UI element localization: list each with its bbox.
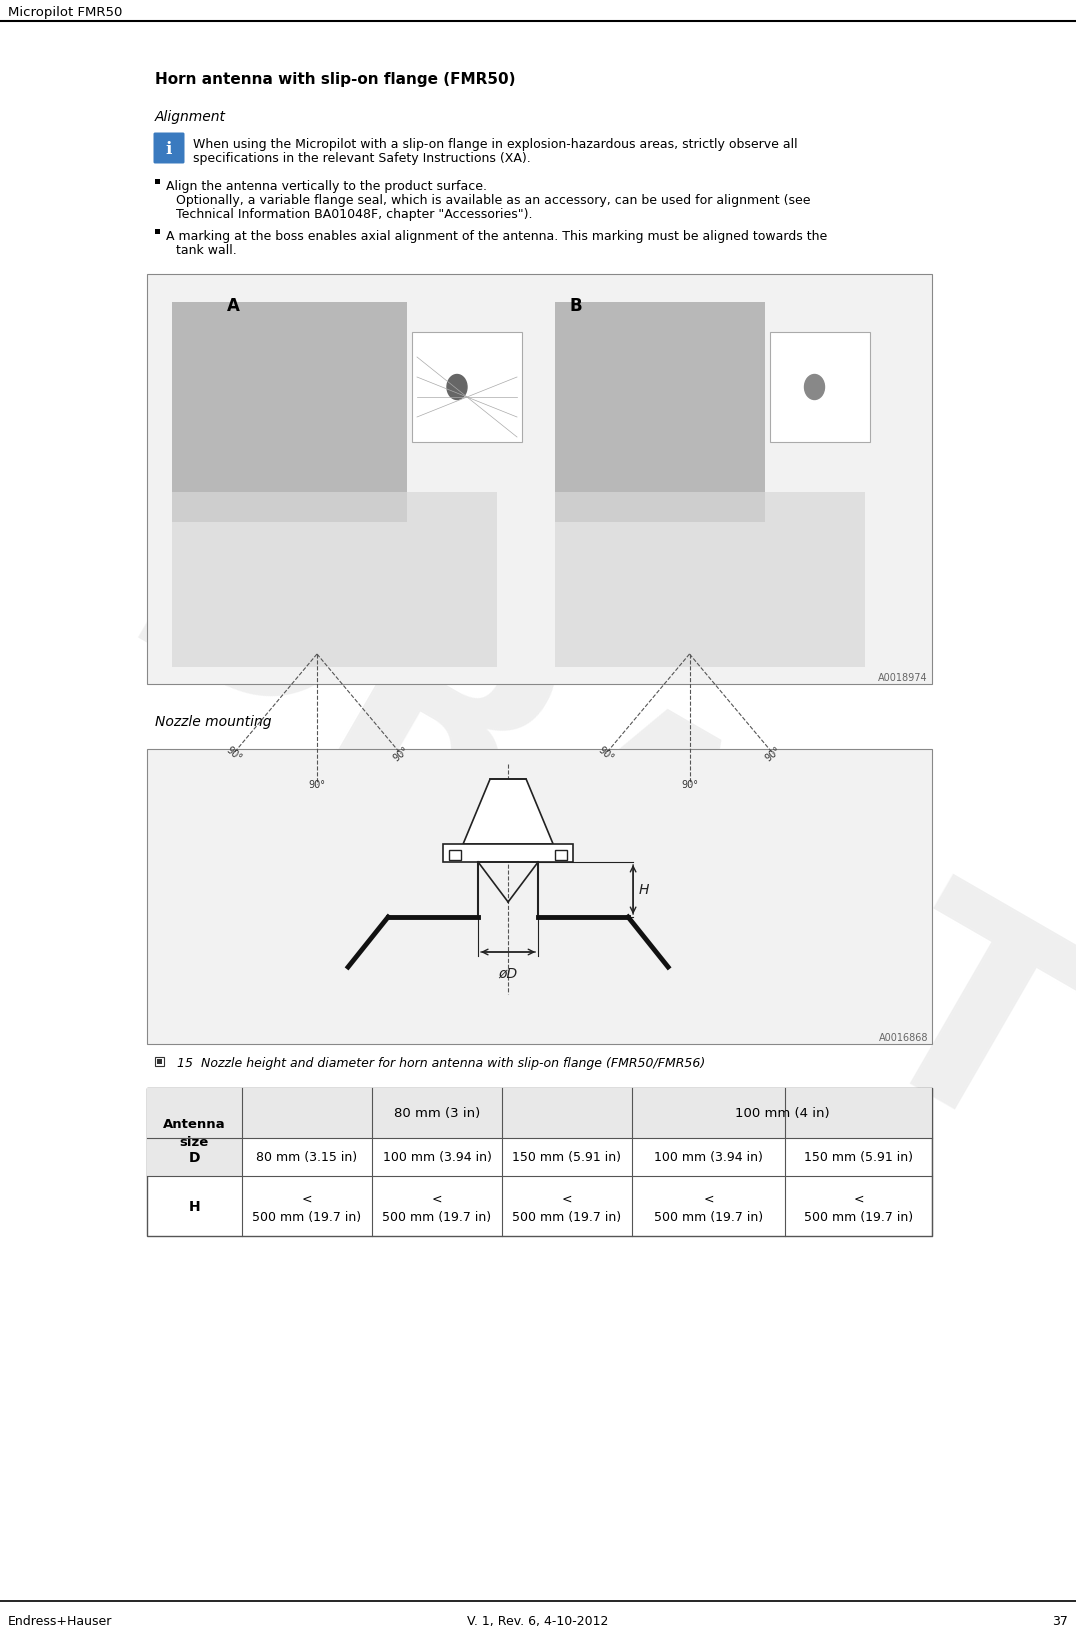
Bar: [147, 750, 932, 1045]
Bar: [155, 179, 160, 184]
Text: 100 mm (3.94 in): 100 mm (3.94 in): [383, 1151, 492, 1164]
Text: 90°: 90°: [309, 779, 326, 789]
Text: 80 mm (3 in): 80 mm (3 in): [394, 1107, 480, 1120]
Bar: [769, 333, 869, 443]
Text: Horn antenna with slip-on flange (FMR50): Horn antenna with slip-on flange (FMR50): [155, 72, 515, 86]
Text: 500 mm (19.7 in): 500 mm (19.7 in): [804, 1209, 914, 1222]
Text: Nozzle mounting: Nozzle mounting: [155, 714, 271, 729]
Text: Endress+Hauser: Endress+Hauser: [8, 1614, 112, 1627]
Bar: [449, 851, 462, 861]
Bar: [555, 851, 567, 861]
Text: 80 mm (3.15 in): 80 mm (3.15 in): [256, 1151, 357, 1164]
Text: Micropilot FMR50: Micropilot FMR50: [8, 5, 123, 18]
Bar: [443, 844, 574, 862]
Text: 37: 37: [1052, 1614, 1068, 1627]
Bar: [554, 303, 765, 523]
Bar: [172, 492, 497, 668]
Bar: [147, 1089, 242, 1177]
Text: When using the Micropilot with a slip-on flange in explosion-hazardous areas, st: When using the Micropilot with a slip-on…: [193, 139, 797, 152]
Ellipse shape: [805, 375, 824, 401]
Bar: [554, 492, 864, 668]
Text: i: i: [166, 140, 172, 158]
Text: 150 mm (5.91 in): 150 mm (5.91 in): [512, 1151, 622, 1164]
Text: 100 mm (3.94 in): 100 mm (3.94 in): [654, 1151, 763, 1164]
Text: 90°: 90°: [391, 745, 410, 763]
Bar: [147, 1089, 932, 1138]
Bar: [155, 1058, 164, 1066]
Text: Antenna
size: Antenna size: [164, 1117, 226, 1148]
Text: 100 mm (4 in): 100 mm (4 in): [735, 1107, 830, 1120]
FancyBboxPatch shape: [154, 134, 184, 165]
Text: A: A: [227, 297, 240, 315]
Text: Align the antenna vertically to the product surface.: Align the antenna vertically to the prod…: [166, 179, 487, 192]
Text: <: <: [431, 1192, 442, 1205]
Bar: [147, 1089, 932, 1236]
Text: D: D: [188, 1151, 200, 1164]
Ellipse shape: [447, 375, 467, 401]
Polygon shape: [463, 779, 553, 844]
Text: Technical Information BA01048F, chapter "Accessories").: Technical Information BA01048F, chapter …: [176, 209, 533, 220]
Text: 150 mm (5.91 in): 150 mm (5.91 in): [804, 1151, 914, 1164]
Text: H: H: [639, 883, 650, 896]
Text: <: <: [562, 1192, 572, 1205]
Text: A0018974: A0018974: [878, 673, 928, 683]
Text: 90°: 90°: [224, 745, 243, 763]
Text: A marking at the boss enables axial alignment of the antenna. This marking must : A marking at the boss enables axial alig…: [166, 230, 827, 243]
Text: A0016868: A0016868: [878, 1032, 928, 1042]
Text: 15  Nozzle height and diameter for horn antenna with slip-on flange (FMR50/FMR56: 15 Nozzle height and diameter for horn a…: [173, 1056, 705, 1069]
Text: 500 mm (19.7 in): 500 mm (19.7 in): [253, 1209, 362, 1222]
Bar: [147, 275, 932, 685]
Text: tank wall.: tank wall.: [176, 244, 237, 258]
Text: specifications in the relevant Safety Instructions (XA).: specifications in the relevant Safety In…: [193, 152, 530, 165]
Text: Alignment: Alignment: [155, 109, 226, 124]
Text: <: <: [301, 1192, 312, 1205]
Text: 500 mm (19.7 in): 500 mm (19.7 in): [512, 1209, 622, 1222]
Text: H: H: [188, 1200, 200, 1213]
Text: 90°: 90°: [596, 745, 615, 763]
Text: 500 mm (19.7 in): 500 mm (19.7 in): [654, 1209, 763, 1222]
Bar: [172, 303, 407, 523]
Text: 90°: 90°: [763, 745, 782, 763]
Text: 90°: 90°: [681, 779, 698, 789]
Text: <: <: [704, 1192, 713, 1205]
Text: Optionally, a variable flange seal, which is available as an accessory, can be u: Optionally, a variable flange seal, whic…: [176, 194, 810, 207]
Bar: [157, 1060, 162, 1064]
Text: <: <: [853, 1192, 864, 1205]
Bar: [412, 333, 522, 443]
Text: V. 1, Rev. 6, 4-10-2012: V. 1, Rev. 6, 4-10-2012: [467, 1614, 609, 1627]
Text: DRAFT: DRAFT: [83, 453, 1076, 1206]
Text: 500 mm (19.7 in): 500 mm (19.7 in): [382, 1209, 492, 1222]
Text: B: B: [569, 297, 582, 315]
Text: øD: øD: [498, 967, 518, 980]
Bar: [155, 230, 160, 235]
